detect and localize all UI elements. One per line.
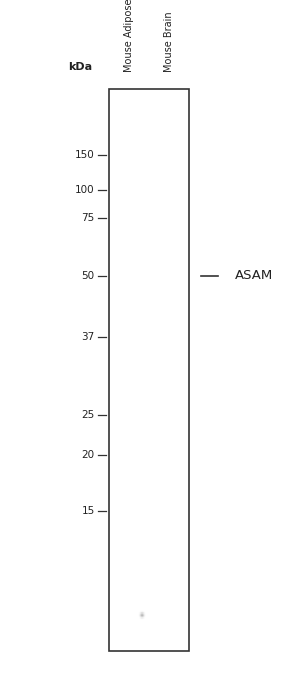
Text: 100: 100	[75, 185, 95, 195]
Text: ASAM: ASAM	[235, 269, 274, 282]
Text: 15: 15	[82, 506, 95, 516]
Bar	[109, 89, 189, 651]
Text: Mouse Brain: Mouse Brain	[164, 11, 174, 72]
Text: Mouse Adipose: Mouse Adipose	[124, 0, 134, 72]
Bar	[109, 89, 189, 651]
Text: 50: 50	[82, 271, 95, 281]
Text: 37: 37	[82, 332, 95, 342]
Text: 150: 150	[75, 150, 95, 160]
Text: 75: 75	[82, 213, 95, 223]
Text: kDa: kDa	[68, 62, 92, 72]
Text: 20: 20	[82, 450, 95, 460]
Text: 25: 25	[82, 410, 95, 420]
